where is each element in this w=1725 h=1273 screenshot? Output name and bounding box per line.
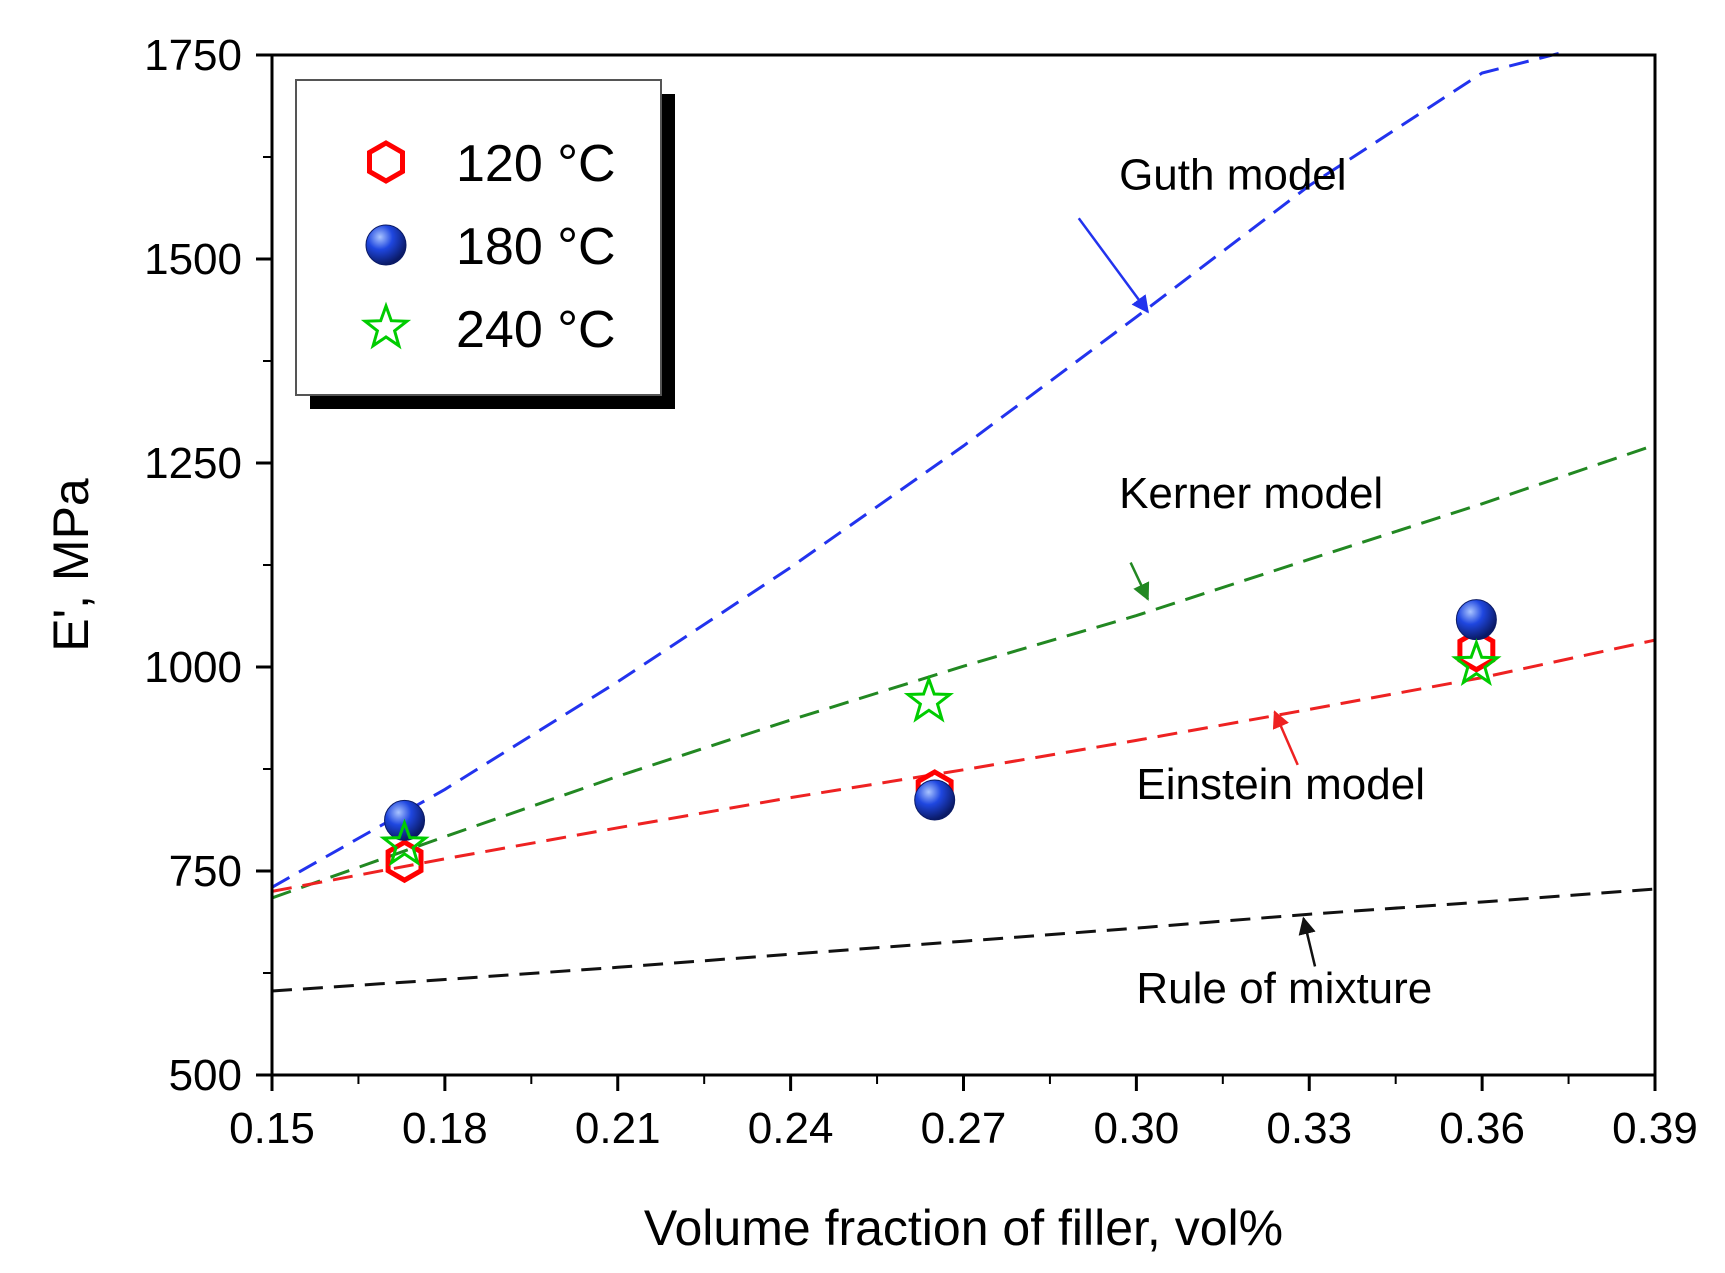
rule-of-mixture-line — [271, 887, 1656, 993]
tick-labels: 0.15 0.18 0.21 0.24 0.27 0.30 0.33 0.36 0.39 500 7… — [144, 31, 1698, 1153]
x-tick-label: 0.39 — [1612, 1104, 1698, 1153]
legend-label: 240 °C — [456, 301, 616, 359]
legend-marker — [365, 224, 407, 266]
x-tick-label: 0.30 — [1094, 1104, 1180, 1153]
kerner-model-label: Kerner model — [1119, 469, 1383, 518]
legend-label: 180 °C — [456, 218, 616, 276]
x-tick-label: 0.24 — [748, 1104, 834, 1153]
kerner-model-arrow — [1129, 562, 1150, 601]
legend-marker — [367, 140, 405, 184]
y-tick-label: 750 — [169, 847, 242, 896]
y-tick-label: 1250 — [144, 439, 242, 488]
series-120-point — [1457, 628, 1496, 673]
x-tick-label: 0.27 — [921, 1104, 1007, 1153]
legend-marker — [360, 301, 412, 350]
series-240-point — [1451, 638, 1502, 686]
series-120-point — [385, 839, 424, 884]
y-tick-label: 1750 — [144, 31, 242, 80]
series-180-point — [1455, 599, 1497, 641]
y-tick-label: 1000 — [144, 643, 242, 692]
einstein-model-label: Einstein model — [1136, 760, 1425, 809]
guth-model-label: Guth model — [1119, 151, 1346, 200]
data-points — [379, 599, 1502, 884]
legend-item: 240 °C — [360, 301, 616, 359]
legend-item: 180 °C — [365, 218, 616, 276]
model-annotations: Guth model Kerner model Einstein model Rule… — [1077, 151, 1432, 1013]
legend-unit: °C — [557, 301, 615, 359]
plot-frame — [270, 53, 1657, 1077]
series-240-point — [379, 818, 430, 867]
guth-model-arrow — [1077, 217, 1149, 314]
einstein-model-arrow — [1272, 710, 1299, 766]
x-tick-label: 0.36 — [1439, 1104, 1525, 1153]
x-axis-title: Volume fraction of filler, vol% — [644, 1200, 1283, 1256]
legend-box — [295, 79, 662, 396]
legend: 120 °C 180 °C 240 °C — [295, 79, 675, 409]
legend-unit: °C — [557, 218, 615, 276]
y-axis-title: E', MPa — [43, 478, 99, 652]
legend-item: 120 °C — [367, 135, 616, 193]
legend-label: 120 °C — [456, 135, 616, 193]
x-tick-label: 0.15 — [229, 1104, 315, 1153]
series-240-point — [903, 674, 954, 723]
x-tick-label: 0.21 — [575, 1104, 661, 1153]
rule-of-mixture-label: Rule of mixture — [1136, 964, 1432, 1013]
einstein-model-line — [271, 638, 1656, 893]
y-tick-label: 1500 — [144, 235, 242, 284]
y-tick-label: 500 — [169, 1051, 242, 1100]
rule-of-mixture-arrow — [1298, 916, 1317, 967]
x-tick-label: 0.18 — [402, 1104, 488, 1153]
x-tick-label: 0.33 — [1266, 1104, 1352, 1153]
series-180-point — [914, 779, 956, 821]
kerner-model-line — [271, 443, 1656, 900]
guth-model-line — [271, 49, 1569, 889]
model-lines — [271, 49, 1656, 993]
legend-unit: °C — [557, 135, 615, 193]
